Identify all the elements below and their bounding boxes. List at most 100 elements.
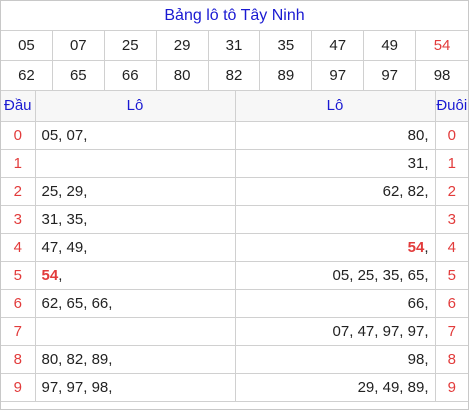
table-row: 1 31, 1 (1, 148, 468, 178)
lo-right-cell: 80, (234, 120, 436, 150)
lo-number: 05, (332, 266, 358, 284)
lo-number: 97, (66, 378, 92, 396)
lo-left-cell: 25, 29, (34, 176, 236, 206)
lo-number: 49, (66, 238, 88, 256)
dau-cell: 6 (1, 288, 36, 318)
header-lo-right: Lô (234, 91, 436, 122)
dau-cell: 9 (1, 372, 36, 402)
duoi-cell: 7 (434, 316, 468, 346)
lo-number: 65, (407, 266, 429, 284)
lo-number: 80, (407, 126, 429, 144)
lo-right-cell: 98, (234, 344, 436, 374)
lo-number: 07, (332, 322, 358, 340)
number-cell: 54 (416, 31, 468, 61)
number-cell: 07 (52, 31, 105, 61)
duoi-cell: 2 (434, 176, 468, 206)
lo-right-cell: 54, (234, 232, 436, 262)
lo-number: 31, (41, 210, 67, 228)
dau-cell: 5 (1, 260, 36, 290)
table-row: 4 47, 49, 54, 4 (1, 232, 468, 262)
duoi-cell: 0 (434, 120, 468, 150)
highlight-number: 54 (41, 266, 59, 284)
table-row: 3 31, 35, 3 (1, 204, 468, 234)
number-cell: 98 (416, 61, 468, 91)
lo-number: 25, (357, 266, 383, 284)
table-row: 0 05, 07, 80, 0 (1, 120, 468, 150)
number-cell: 47 (312, 31, 365, 61)
table-row: 5 54, 05, 25, 35, 65, 5 (1, 260, 468, 290)
lo-left-cell: 97, 97, 98, (34, 372, 236, 402)
table-row: 2 25, 29, 62, 82, 2 (1, 176, 468, 206)
dau-cell: 0 (1, 120, 36, 150)
lo-number: 97, (382, 322, 408, 340)
lo-left-cell: 54, (34, 260, 236, 290)
lo-number: 35, (382, 266, 408, 284)
lo-number: 66, (91, 294, 113, 312)
lo-number: 62, (41, 294, 67, 312)
number-cell: 80 (156, 61, 209, 91)
lo-right-cell (234, 204, 436, 234)
header-row: Đầu Lô Lô Đuôi (1, 91, 468, 122)
lo-number: 05, (41, 126, 67, 144)
lo-left-cell (34, 148, 236, 178)
lo-number: 25, (41, 182, 67, 200)
duoi-cell: 5 (434, 260, 468, 290)
lo-number: 07, (66, 126, 88, 144)
number-cell: 35 (260, 31, 313, 61)
lo-right-cell: 07, 47, 97, 97, (234, 316, 436, 346)
dau-cell: 1 (1, 148, 36, 178)
header-dau: Đầu (1, 91, 36, 122)
number-cell: 97 (312, 61, 365, 91)
lo-number: 47, (41, 238, 67, 256)
lo-left-cell: 80, 82, 89, (34, 344, 236, 374)
lo-number: 82, (407, 182, 429, 200)
lo-number: 82, (66, 350, 92, 368)
lo-right-cell: 66, (234, 288, 436, 318)
number-cell: 62 (1, 61, 53, 91)
number-cell: 25 (104, 31, 157, 61)
header-lo-left: Lô (34, 91, 236, 122)
lo-right-cell: 31, (234, 148, 436, 178)
lo-number: 89, (407, 378, 429, 396)
number-grid: 05 07 25 29 31 35 47 49 54 62 65 66 80 82 89 97 97 98 (1, 31, 468, 91)
lo-number: , (424, 238, 429, 256)
number-cell: 05 (1, 31, 53, 61)
duoi-cell: 9 (434, 372, 468, 402)
table-row: 7 07, 47, 97, 97, 7 (1, 316, 468, 346)
number-cell: 65 (52, 61, 105, 91)
lo-right-cell: 62, 82, (234, 176, 436, 206)
highlight-number: 54 (407, 238, 425, 256)
lo-number: 98, (91, 378, 113, 396)
lo-right-cell: 29, 49, 89, (234, 372, 436, 402)
lo-number: 29, (66, 182, 88, 200)
duoi-cell: 1 (434, 148, 468, 178)
duoi-cell: 4 (434, 232, 468, 262)
number-cell: 49 (364, 31, 417, 61)
duoi-cell: 6 (434, 288, 468, 318)
table-row: 9 97, 97, 98, 29, 49, 89, 9 (1, 372, 468, 402)
lo-number: 80, (41, 350, 67, 368)
lo-number: 62, (382, 182, 408, 200)
dau-cell: 7 (1, 316, 36, 346)
number-cell: 66 (104, 61, 157, 91)
lo-number: 29, (357, 378, 383, 396)
duoi-cell: 8 (434, 344, 468, 374)
lo-number: 31, (407, 154, 429, 172)
number-cell: 31 (208, 31, 261, 61)
table-title: Bảng lô tô Tây Ninh (1, 1, 468, 31)
lo-number: 35, (66, 210, 88, 228)
lo-left-cell: 47, 49, (34, 232, 236, 262)
lo-number: 66, (407, 294, 429, 312)
table-row: 8 80, 82, 89, 98, 8 (1, 344, 468, 374)
lo-left-cell: 62, 65, 66, (34, 288, 236, 318)
lo-number: 97, (407, 322, 429, 340)
lo-number: 49, (382, 378, 408, 396)
lo-number: 98, (407, 350, 429, 368)
number-cell: 89 (260, 61, 313, 91)
number-cell: 97 (364, 61, 417, 91)
lo-right-cell: 05, 25, 35, 65, (234, 260, 436, 290)
duoi-cell: 3 (434, 204, 468, 234)
dau-cell: 3 (1, 204, 36, 234)
lo-left-cell: 05, 07, (34, 120, 236, 150)
